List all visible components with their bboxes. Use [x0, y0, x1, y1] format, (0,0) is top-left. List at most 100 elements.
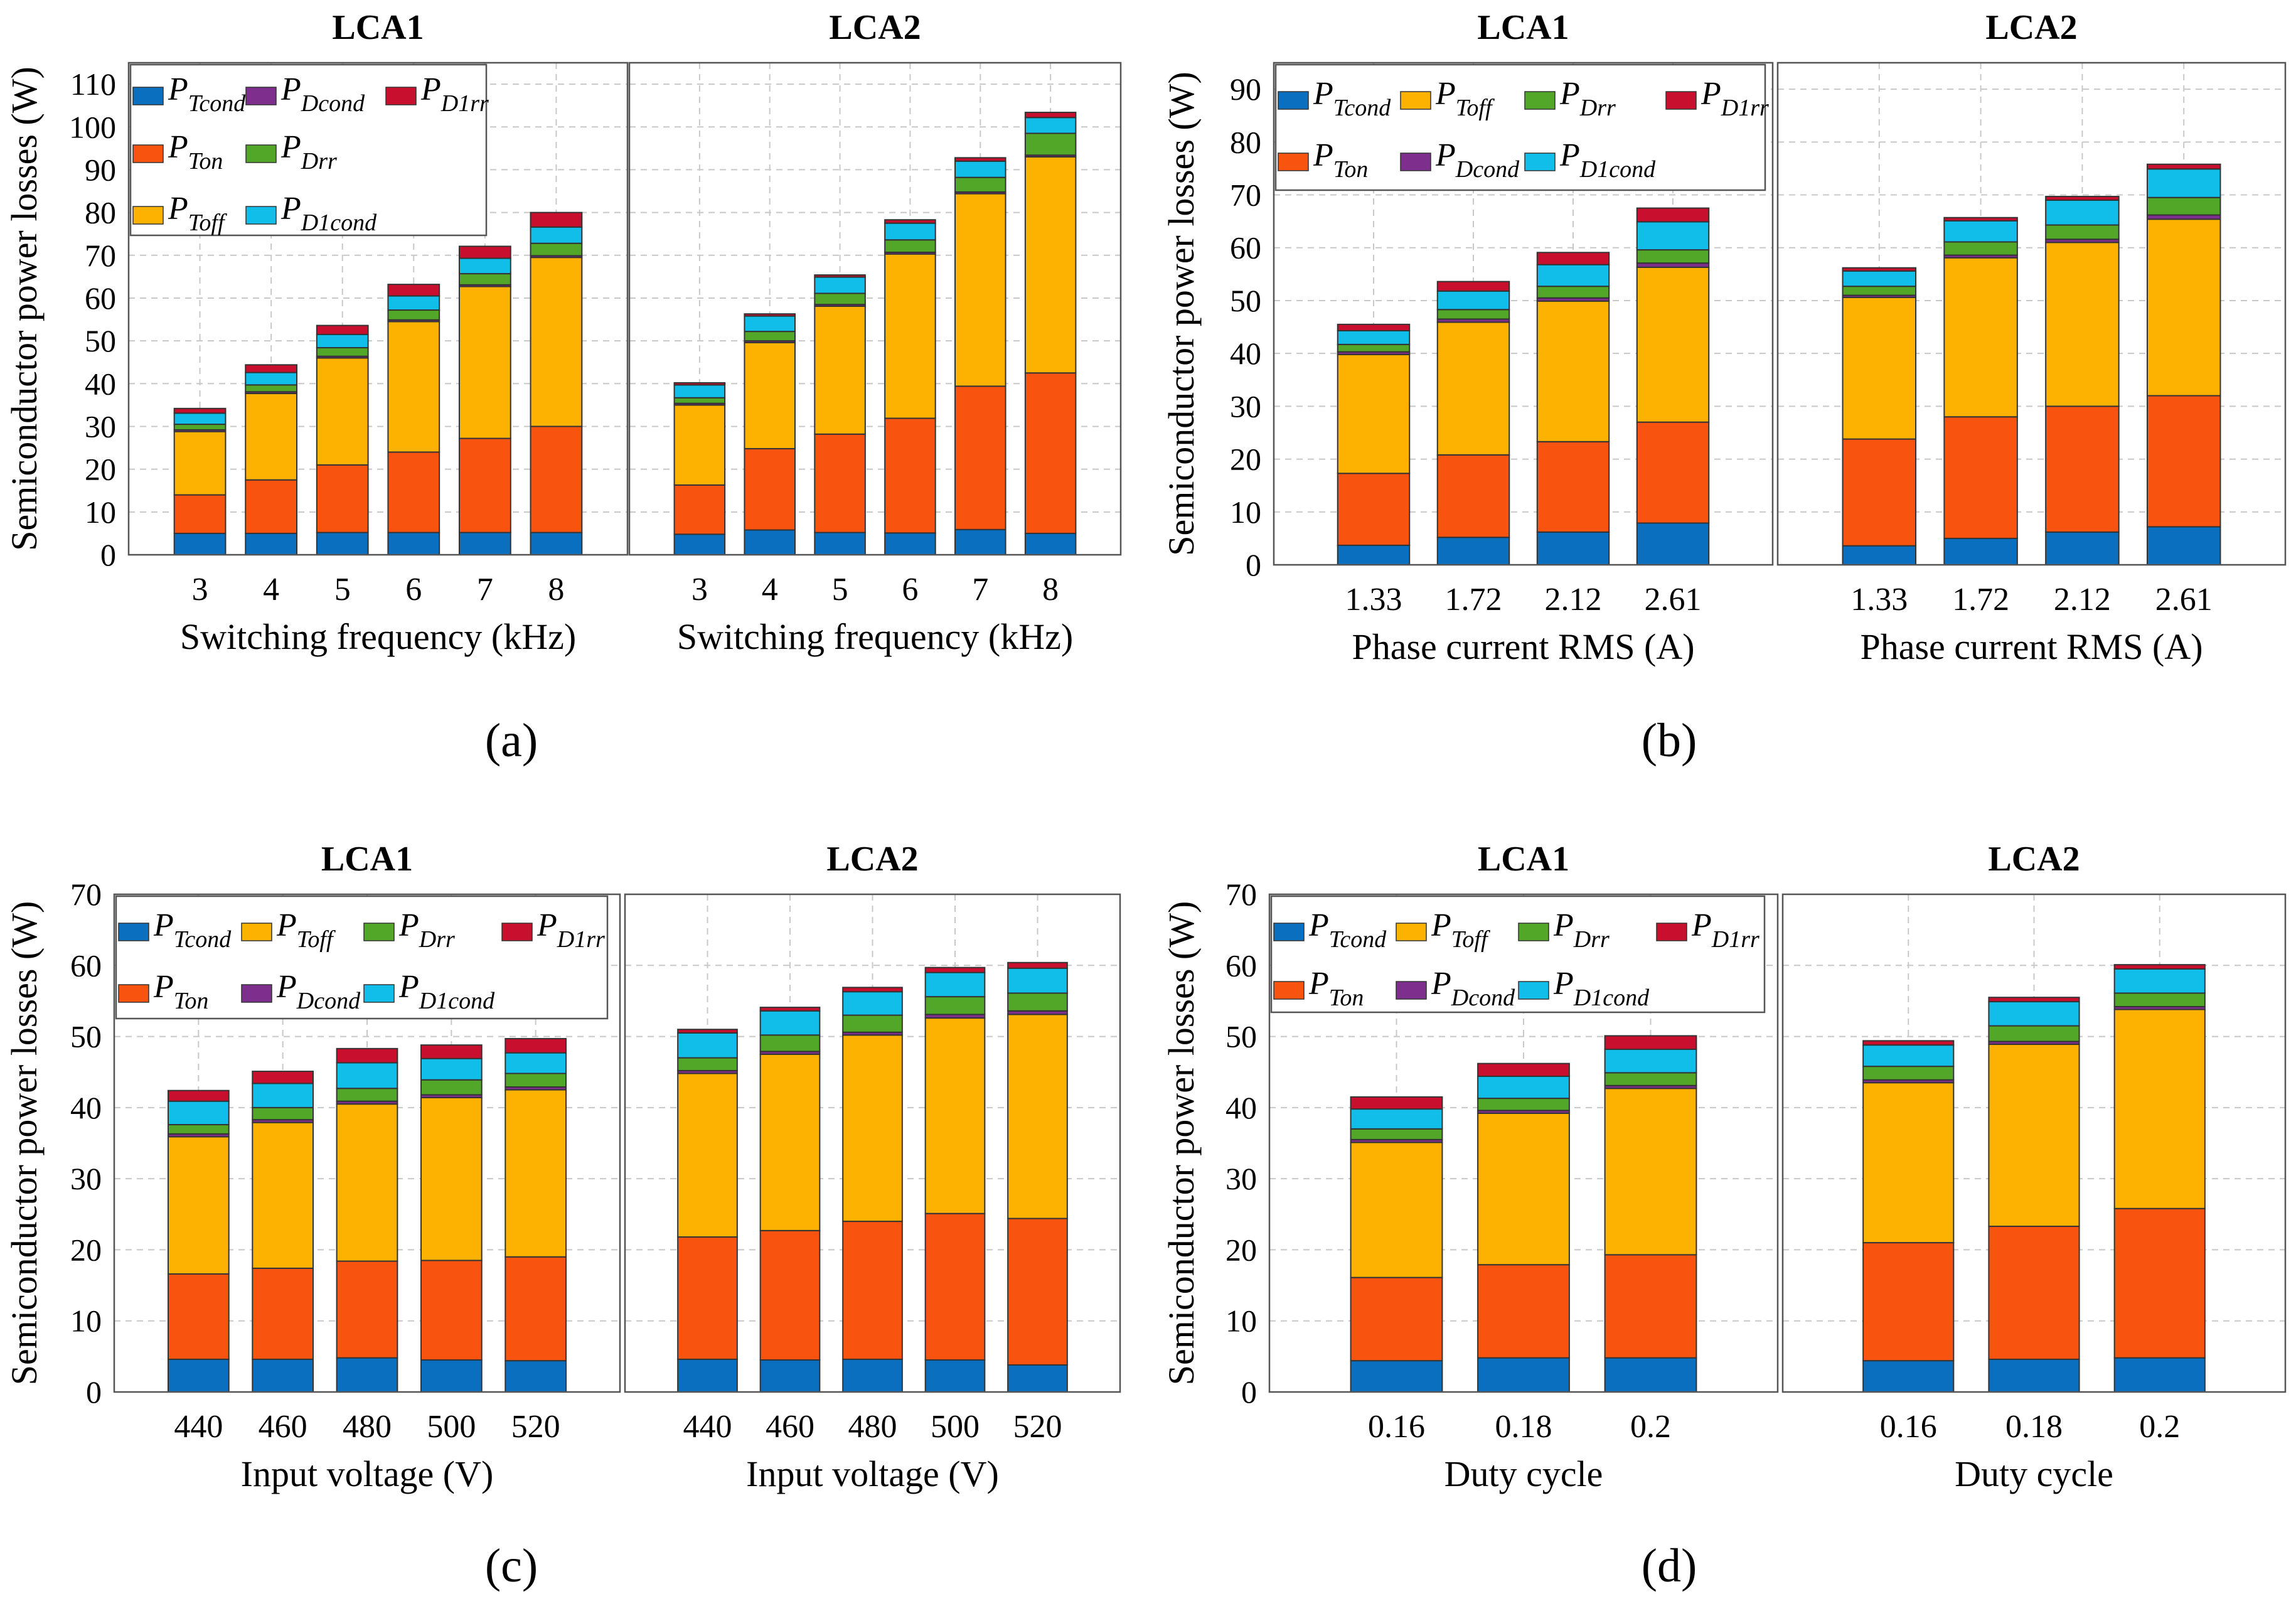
bar-d1cond	[1636, 221, 1710, 251]
y-tick-label: 30	[1230, 388, 1261, 424]
bar-d1rr	[1988, 997, 2080, 1003]
bar-tcond	[1943, 537, 2018, 565]
bar-d1cond	[1337, 329, 1411, 345]
y-tick-label: 60	[70, 948, 102, 983]
axis-frame	[127, 62, 629, 556]
bar-tcond	[530, 532, 583, 555]
bar-ton	[673, 484, 726, 535]
bar-drr	[1337, 343, 1411, 353]
x-axis-label: Duty cycle	[1955, 1453, 2113, 1494]
bar-d1rr	[458, 245, 511, 259]
bar-drr	[884, 239, 936, 254]
x-axis-label: Duty cycle	[1444, 1453, 1603, 1494]
bar-drr	[2045, 224, 2120, 240]
subfigure-label: (a)	[485, 714, 538, 767]
bar-tcond	[505, 1360, 567, 1393]
bar-d1cond	[673, 384, 726, 399]
legend-swatch-tcond	[1278, 91, 1309, 110]
legend-swatch-d1cond	[363, 984, 395, 1003]
x-tick-label: 5	[832, 572, 848, 607]
bar-tcond	[673, 533, 726, 556]
legend-swatch-toff	[241, 923, 272, 941]
legend-box	[129, 63, 488, 237]
x-tick-label: 6	[405, 572, 422, 607]
y-axis-label: Semiconductor power losses (W)	[1161, 901, 1202, 1386]
bar-d1cond	[1862, 1044, 1955, 1068]
x-tick-label: 0.2	[1630, 1409, 1671, 1445]
bar-d1rr	[1436, 281, 1510, 292]
bar-toff	[1536, 300, 1610, 442]
bar-ton	[677, 1236, 738, 1360]
panel-lca2: 0.16 0.18 0.2 LCA2 Duty cycle	[1781, 840, 2287, 1494]
x-tick-label: 7	[477, 572, 493, 607]
bar-toff	[2113, 1009, 2206, 1209]
bar-d1cond	[1988, 1001, 2080, 1027]
bar-ton	[924, 1212, 986, 1361]
bar-drr	[842, 1014, 903, 1033]
y-tick-label: 20	[85, 452, 116, 487]
bar-drr	[167, 1124, 230, 1135]
x-axis-label: Input voltage (V)	[746, 1453, 999, 1494]
bar-d1rr	[2045, 196, 2120, 201]
bar-drr	[530, 242, 583, 257]
y-tick-label: 80	[85, 195, 116, 230]
bar-ton	[1604, 1254, 1697, 1359]
legend-swatch-d1cond	[245, 206, 277, 225]
bar-toff	[530, 257, 583, 427]
y-tick-label: 10	[1225, 1303, 1257, 1339]
y-tick-label: 40	[1225, 1090, 1257, 1125]
bar-tcond	[1337, 544, 1411, 565]
bar-ton	[245, 479, 298, 534]
x-tick-label: 500	[427, 1409, 476, 1445]
bar-tcond	[2045, 531, 2120, 566]
bar-d1cond	[744, 315, 796, 333]
legend-swatch-toff	[1400, 91, 1431, 110]
legend-swatch-dcond	[241, 984, 272, 1003]
y-tick-label: 30	[70, 1161, 102, 1196]
bar-d1rr	[677, 1029, 738, 1034]
bar-ton	[2146, 395, 2221, 528]
bar-d1cond	[505, 1052, 567, 1074]
bar-d1cond	[677, 1032, 738, 1059]
panel-title: LCA1	[1477, 8, 1569, 47]
y-tick-label: 20	[1230, 442, 1261, 477]
bar-tcond	[759, 1359, 821, 1393]
y-tick-label: 20	[1225, 1232, 1257, 1267]
legend-box	[1270, 895, 1766, 1014]
bar-toff	[245, 392, 298, 481]
bar-ton	[1024, 372, 1077, 534]
y-tick-label: 10	[70, 1303, 102, 1339]
bar-toff	[420, 1096, 483, 1261]
legend-swatch-tcond	[132, 87, 164, 105]
bar-toff	[1337, 353, 1411, 474]
legend-swatch-toff	[132, 206, 164, 225]
bar-drr	[336, 1088, 398, 1102]
bar-d1rr	[167, 1089, 230, 1102]
bar-drr	[677, 1057, 738, 1071]
x-tick-label: 2.12	[2054, 582, 2111, 618]
x-tick-label: 4	[762, 572, 778, 607]
y-tick-label: 80	[1230, 124, 1261, 159]
x-axis-label: Switching frequency (kHz)	[180, 616, 576, 657]
y-tick-label: 50	[70, 1019, 102, 1054]
bar-ton	[1636, 421, 1710, 524]
bar-d1rr	[1636, 207, 1710, 223]
legend-swatch-ton	[1278, 153, 1309, 171]
bar-tcond	[252, 1358, 314, 1393]
y-tick-label: 50	[85, 323, 116, 358]
x-tick-label: 8	[548, 572, 564, 607]
bar-ton	[1436, 454, 1510, 538]
bar-tcond	[677, 1358, 738, 1393]
legend-swatch-d1rr	[1665, 91, 1697, 110]
bar-drr	[1350, 1128, 1443, 1140]
bar-drr	[1943, 241, 2018, 256]
x-tick-label: 0.16	[1880, 1409, 1937, 1445]
bar-d1cond	[1536, 264, 1610, 287]
bar-ton	[505, 1256, 567, 1362]
axis-frame	[1268, 893, 1779, 1393]
legend-swatch-tcond	[118, 923, 149, 941]
bar-d1rr	[842, 987, 903, 993]
bar-toff	[673, 404, 726, 486]
x-tick-label: 1.33	[1345, 582, 1402, 618]
